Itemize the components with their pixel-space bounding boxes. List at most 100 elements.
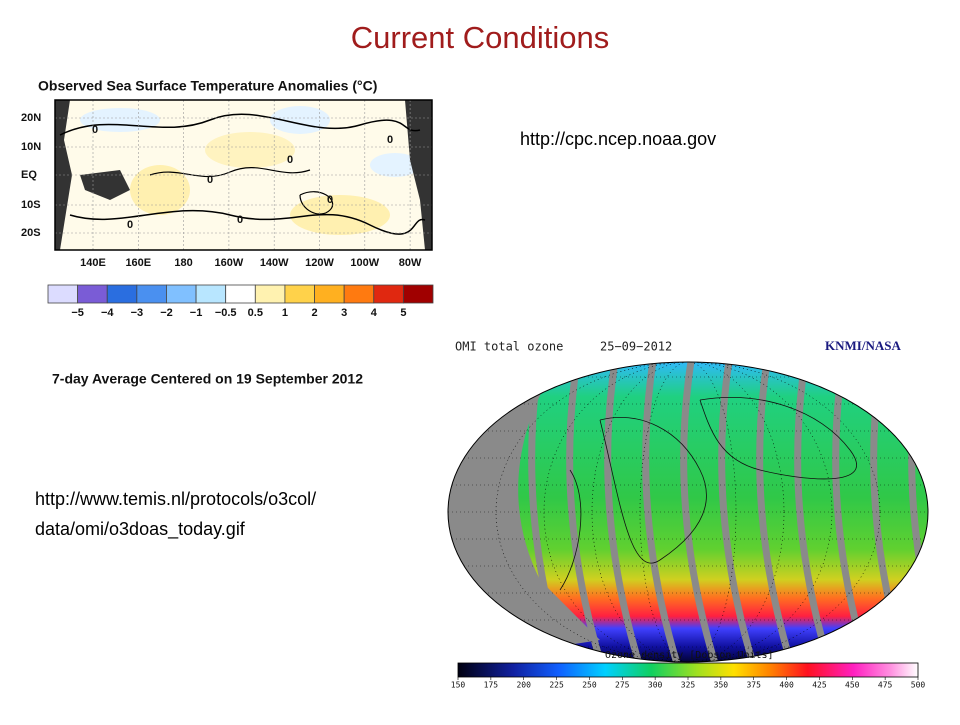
- lon-label: 160E: [125, 257, 151, 269]
- sst-labels: 20N 10N EQ 10S 20S 140E 160E 180 160W 140W 120W 100…: [21, 112, 422, 269]
- ozone-colorbar-ticks: 150 175 200 225 250 275 300 325 350 375 400 425 450 4…: [451, 677, 926, 690]
- sst-figure: Observed Sea Surface Temperature Anomali…: [20, 70, 440, 392]
- colorbar-cell: [77, 284, 108, 304]
- contour: [299, 191, 334, 215]
- tick-label: 225: [549, 681, 564, 690]
- sst-colorbar: −5 −4 −3 −2 −1 −0.5 0.5 1 2 3 4 5: [47, 284, 434, 319]
- colorbar-label: −4: [101, 307, 114, 319]
- lon-label: 160W: [215, 257, 244, 269]
- sst-map-border: [54, 99, 433, 251]
- colorbar-cell: [166, 284, 197, 304]
- contour-label: 0: [287, 154, 293, 166]
- orbit-gap: [756, 362, 797, 662]
- contour-label: 0: [207, 174, 213, 186]
- colorbar-label: 3: [341, 307, 347, 319]
- lon-label: 140W: [260, 257, 289, 269]
- colorbar-label: −2: [160, 307, 173, 319]
- ozone-figure: OMI total ozone 25−09−2012 KNMI/NASA Ozo…: [440, 330, 932, 692]
- colorbar-cell: [47, 284, 79, 304]
- tick-label: 475: [878, 681, 893, 690]
- ozone-date: 25−09−2012: [600, 340, 672, 354]
- colorbar-cell: [402, 284, 434, 304]
- lat-label: 10N: [21, 141, 41, 153]
- orbit-gap: [794, 362, 835, 662]
- anomaly-warm: [130, 165, 190, 215]
- tick-label: 425: [812, 681, 827, 690]
- contour-label: 0: [327, 194, 333, 206]
- tick-label: 500: [911, 681, 926, 690]
- coastline: [559, 469, 582, 591]
- contour-label: 0: [237, 214, 243, 226]
- globe-outline: [447, 361, 929, 663]
- lat-label: 20N: [21, 112, 41, 124]
- colorbar-label: −1: [190, 307, 203, 319]
- anomaly-cool: [370, 153, 420, 177]
- lat-label: 20S: [21, 227, 41, 239]
- contour: [59, 113, 421, 136]
- land: [80, 170, 130, 200]
- contour-label: 0: [387, 134, 393, 146]
- colorbar-label: 1: [282, 307, 288, 319]
- tick-label: 300: [648, 681, 663, 690]
- source-url: data/omi/o3doas_today.gif: [35, 519, 246, 540]
- colorbar-cell: [136, 284, 167, 304]
- lon-label: 80W: [399, 257, 422, 269]
- contour-label: 0: [127, 219, 133, 231]
- ozone-colorbar: [457, 662, 919, 678]
- colorbar-cell: [314, 284, 345, 304]
- colorbar-label: −3: [131, 307, 144, 319]
- land: [405, 100, 432, 250]
- anomaly-warm: [205, 132, 295, 168]
- colorbar-cell: [254, 284, 286, 304]
- tick-label: 275: [615, 681, 630, 690]
- tick-label: 150: [451, 681, 466, 690]
- lon-label: 120W: [305, 257, 334, 269]
- colorbar-label: 2: [311, 307, 317, 319]
- sst-map: [55, 100, 432, 250]
- orbit-gap: [680, 362, 721, 662]
- contour-label: 0: [92, 124, 98, 136]
- ozone-title: OMI total ozone: [455, 340, 563, 354]
- sst-title: Observed Sea Surface Temperature Anomali…: [38, 78, 377, 94]
- lat-label: EQ: [21, 169, 37, 181]
- lon-label: 180: [174, 257, 192, 269]
- colorbar-label: 5: [400, 307, 406, 319]
- coastline: [699, 397, 857, 480]
- tick-label: 350: [714, 681, 729, 690]
- tick-label: 325: [681, 681, 696, 690]
- source-url: http://www.temis.nl/protocols/o3col/: [35, 489, 316, 509]
- sst-grid: [55, 100, 432, 250]
- lon-label: 100W: [350, 257, 379, 269]
- tick-label: 450: [845, 681, 860, 690]
- colorbar-cell: [225, 284, 256, 304]
- tick-label: 400: [779, 681, 794, 690]
- sst-caption: 7-day Average Centered on 19 September 2…: [52, 371, 363, 387]
- orbit-gap: [566, 362, 607, 662]
- colorbar-title: Ozone density [Dobson Units]: [605, 650, 774, 661]
- tick-label: 200: [516, 681, 531, 690]
- colorbar-cell: [373, 284, 404, 304]
- tick-label: 250: [582, 681, 597, 690]
- colorbar-cell: [284, 284, 315, 304]
- orbit-gap: [604, 362, 645, 662]
- contour: [69, 209, 426, 235]
- ozone-credit: KNMI/NASA: [825, 338, 901, 353]
- colorbar-cell: [195, 284, 227, 304]
- coastline: [599, 417, 707, 564]
- contour: [149, 167, 311, 178]
- slide-title: Current Conditions: [351, 20, 609, 55]
- colorbar-label: 0.5: [248, 307, 263, 319]
- colorbar-cell: [343, 284, 375, 304]
- colorbar-label: 4: [371, 307, 378, 319]
- tick-label: 375: [746, 681, 761, 690]
- colorbar-cell: [106, 284, 138, 304]
- source-url: http://cpc.ncep.noaa.gov: [520, 129, 716, 149]
- lon-label: 140E: [80, 257, 106, 269]
- colorbar-label: −5: [71, 307, 84, 319]
- lat-label: 10S: [21, 199, 41, 211]
- orbit-gap: [718, 362, 759, 662]
- colorbar-label: −0.5: [215, 307, 237, 319]
- orbit-gap: [642, 362, 683, 662]
